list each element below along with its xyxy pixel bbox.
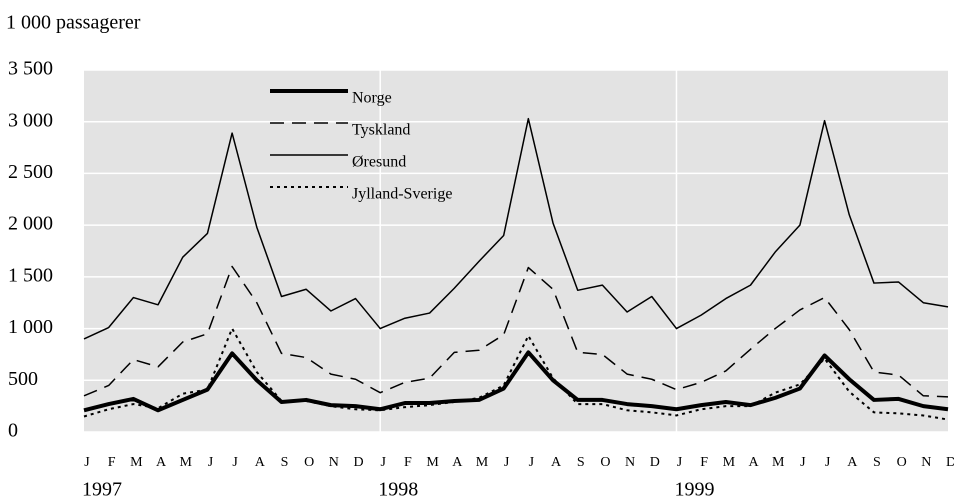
x-tick-label: N	[329, 455, 339, 470]
x-tick-label: J	[232, 455, 238, 470]
x-tick-label: O	[304, 455, 314, 470]
legend-label: Tyskland	[352, 122, 410, 139]
x-tick-label: A	[551, 455, 562, 470]
x-tick-label: M	[130, 455, 143, 470]
x-tick-label: N	[625, 455, 635, 470]
x-tick-label: F	[700, 455, 708, 470]
series-line	[83, 265, 949, 398]
x-tick-label: A	[847, 455, 858, 470]
year-label: 1999	[674, 479, 714, 497]
x-tick-label: O	[897, 455, 907, 470]
y-axis-title: 1 000 passagerer	[6, 12, 141, 34]
year-label: 1998	[378, 479, 418, 497]
legend-label: Norge	[352, 90, 392, 107]
x-tick-label: J	[800, 455, 806, 470]
x-tick-label: J	[529, 455, 535, 470]
x-tick-label: N	[921, 455, 931, 470]
series-line	[83, 117, 949, 340]
x-tick-label: M	[476, 455, 489, 470]
x-tick-label: M	[426, 455, 439, 470]
x-tick-label: J	[381, 455, 387, 470]
x-tick-label: J	[825, 455, 831, 470]
y-tick-label: 3 000	[8, 109, 53, 131]
x-tick-label: S	[281, 455, 289, 470]
series-line	[83, 350, 949, 413]
x-tick-label: A	[452, 455, 463, 470]
x-tick-label: S	[577, 455, 585, 470]
series-line	[83, 327, 949, 421]
legend-label: Øresund	[352, 154, 406, 171]
year-label: 1997	[82, 479, 122, 497]
x-tick-label: J	[84, 455, 90, 470]
x-tick-label: A	[748, 455, 759, 470]
x-tick-label: J	[504, 455, 510, 470]
y-tick-label: 1 000	[8, 316, 53, 338]
x-tick-label: J	[208, 455, 214, 470]
x-tick-label: M	[180, 455, 193, 470]
x-tick-label: S	[873, 455, 881, 470]
x-tick-label: O	[600, 455, 610, 470]
x-tick-label: F	[108, 455, 116, 470]
legend-label: Jylland-Sverige	[352, 186, 452, 203]
y-tick-label: 1 500	[8, 264, 53, 286]
x-tick-label: D	[946, 455, 954, 470]
x-tick-label: M	[723, 455, 736, 470]
y-tick-label: 2 000	[8, 213, 53, 235]
y-tick-label: 2 500	[8, 161, 53, 183]
x-tick-label: A	[255, 455, 266, 470]
x-tick-label: M	[772, 455, 785, 470]
y-tick-label: 500	[8, 368, 38, 390]
x-tick-label: D	[353, 455, 363, 470]
x-tick-label: J	[677, 455, 683, 470]
x-tick-label: D	[650, 455, 660, 470]
x-tick-label: A	[156, 455, 167, 470]
x-tick-label: F	[404, 455, 412, 470]
y-tick-label: 3 500	[8, 58, 53, 80]
y-tick-label: 0	[8, 420, 18, 442]
